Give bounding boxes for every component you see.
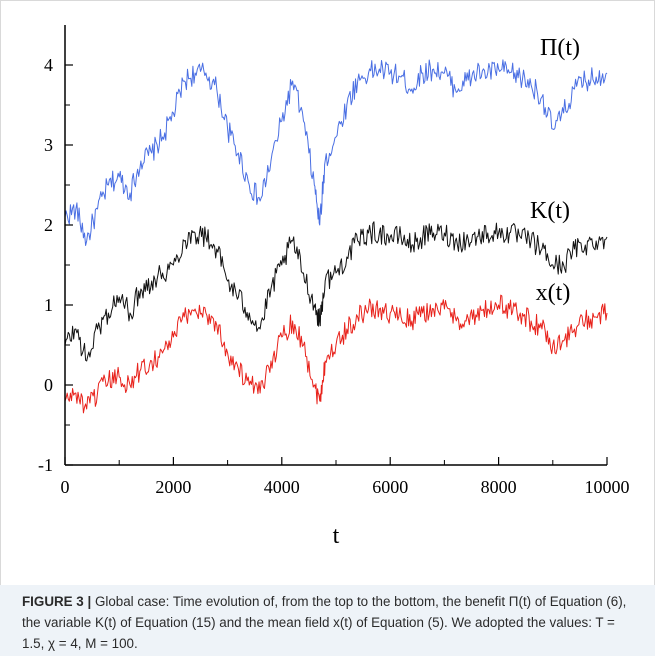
series-label-2: x(t)	[536, 280, 571, 306]
y-tick-label: 2	[44, 215, 53, 235]
x-tick-label: 0	[61, 477, 70, 497]
y-tick-label: 0	[44, 375, 53, 395]
figure-label: FIGURE 3 |	[22, 594, 92, 609]
line-chart: -1 0 1 2 3 4 0 2000 4000 6000 8000 10000 t Π(t) K(t) x(…	[38, 25, 630, 549]
x-axis-title: t	[333, 523, 340, 549]
y-tick-label: -1	[38, 455, 53, 475]
series-line-0	[64, 59, 608, 246]
caption-box	[0, 585, 655, 656]
x-tick-label: 10000	[585, 477, 630, 497]
x-tick-label: 6000	[372, 477, 408, 497]
y-tick-label: 1	[44, 295, 53, 315]
series-line-2	[64, 294, 608, 414]
y-tick-label: 3	[44, 135, 53, 155]
x-tick-label: 4000	[264, 477, 300, 497]
series-label-1: K(t)	[530, 198, 570, 224]
series-line-1	[64, 221, 608, 362]
figure-caption: FIGURE 3 | Global case: Time evolution o…	[22, 591, 640, 654]
y-tick-label: 4	[44, 55, 53, 75]
x-tick-label: 2000	[155, 477, 191, 497]
caption-text: Global case: Time evolution of, from the…	[22, 594, 627, 651]
x-tick-label: 8000	[481, 477, 517, 497]
series-label-0: Π(t)	[540, 35, 580, 61]
